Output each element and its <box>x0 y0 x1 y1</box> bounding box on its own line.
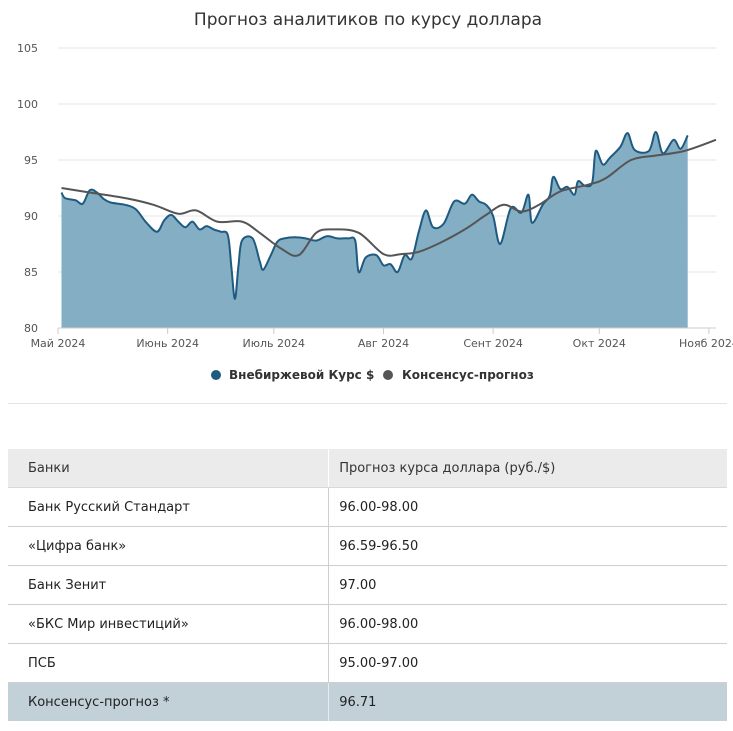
legend-item-consensus[interactable]: Консенсус-прогноз <box>383 368 534 382</box>
bank-name: ПСБ <box>8 643 329 683</box>
plot-area <box>60 130 717 328</box>
legend-label-otc: Внебиржевой Курс $ <box>229 368 374 382</box>
header-forecast: Прогноз курса доллара (руб./$) <box>328 449 727 488</box>
y-axis: 80 85 90 95 100 105 <box>17 42 38 335</box>
forecast-value: 96.00-98.00 <box>328 604 727 644</box>
bank-name: Консенсус-прогноз * <box>8 682 329 721</box>
y-tick-label: 105 <box>17 42 38 55</box>
forecast-value: 96.71 <box>328 682 727 721</box>
y-tick-label: 85 <box>24 266 38 279</box>
series-area-otc <box>61 131 688 328</box>
header-banks: Банки <box>8 449 329 488</box>
legend: Внебиржевой Курс $ Консенсус-прогноз <box>211 368 534 382</box>
forecast-value: 97.00 <box>328 565 727 605</box>
table-row: Банк Зенит 97.00 <box>8 565 727 605</box>
legend-item-otc[interactable]: Внебиржевой Курс $ <box>211 368 374 382</box>
x-tick-label: Сент 2024 <box>463 337 523 350</box>
y-tick-label: 95 <box>24 154 38 167</box>
x-tick-label: Июль 2024 <box>243 337 306 350</box>
forecast-value: 95.00-97.00 <box>328 643 727 683</box>
table-row: ПСБ 95.00-97.00 <box>8 643 727 683</box>
bank-name: Банк Русский Стандарт <box>8 487 329 527</box>
y-tick-label: 100 <box>17 98 38 111</box>
legend-label-consensus: Консенсус-прогноз <box>402 368 534 382</box>
bank-name: «Цифра банк» <box>8 526 329 566</box>
forecast-value: 96.00-98.00 <box>328 487 727 527</box>
legend-marker-consensus <box>383 370 393 380</box>
table-row: Банк Русский Стандарт 96.00-98.00 <box>8 487 727 527</box>
bank-name: Банк Зенит <box>8 565 329 605</box>
bank-name: «БКС Мир инвестиций» <box>8 604 329 644</box>
table-row: «Цифра банк» 96.59-96.50 <box>8 526 727 566</box>
x-tick-label: Нояб 2024 <box>679 337 733 350</box>
x-tick-label: Окт 2024 <box>573 337 626 350</box>
chart: Прогноз аналитиков по курсу доллара 80 85… <box>17 10 733 382</box>
x-tick-label: Май 2024 <box>31 337 86 350</box>
y-tick-label: 80 <box>24 322 38 335</box>
table-row: «БКС Мир инвестиций» 96.00-98.00 <box>8 604 727 644</box>
forecast-table: Банки Прогноз курса доллара (руб./$) Бан… <box>8 449 727 721</box>
forecast-value: 96.59-96.50 <box>328 526 727 566</box>
y-tick-label: 90 <box>24 210 38 223</box>
divider <box>8 403 727 404</box>
x-tick-label: Июнь 2024 <box>136 337 199 350</box>
x-axis: Май 2024 Июнь 2024 Июль 2024 Авг 2024 Сент 2… <box>31 327 733 350</box>
chart-title: Прогноз аналитиков по курсу доллара <box>194 10 542 30</box>
legend-marker-otc <box>211 370 221 380</box>
series-line-consensus <box>61 138 717 257</box>
table-header-row: Банки Прогноз курса доллара (руб./$) <box>8 449 727 488</box>
table-row-consensus: Консенсус-прогноз * 96.71 <box>8 682 727 721</box>
x-tick-label: Авг 2024 <box>358 337 409 350</box>
series-line-otc <box>60 130 689 300</box>
